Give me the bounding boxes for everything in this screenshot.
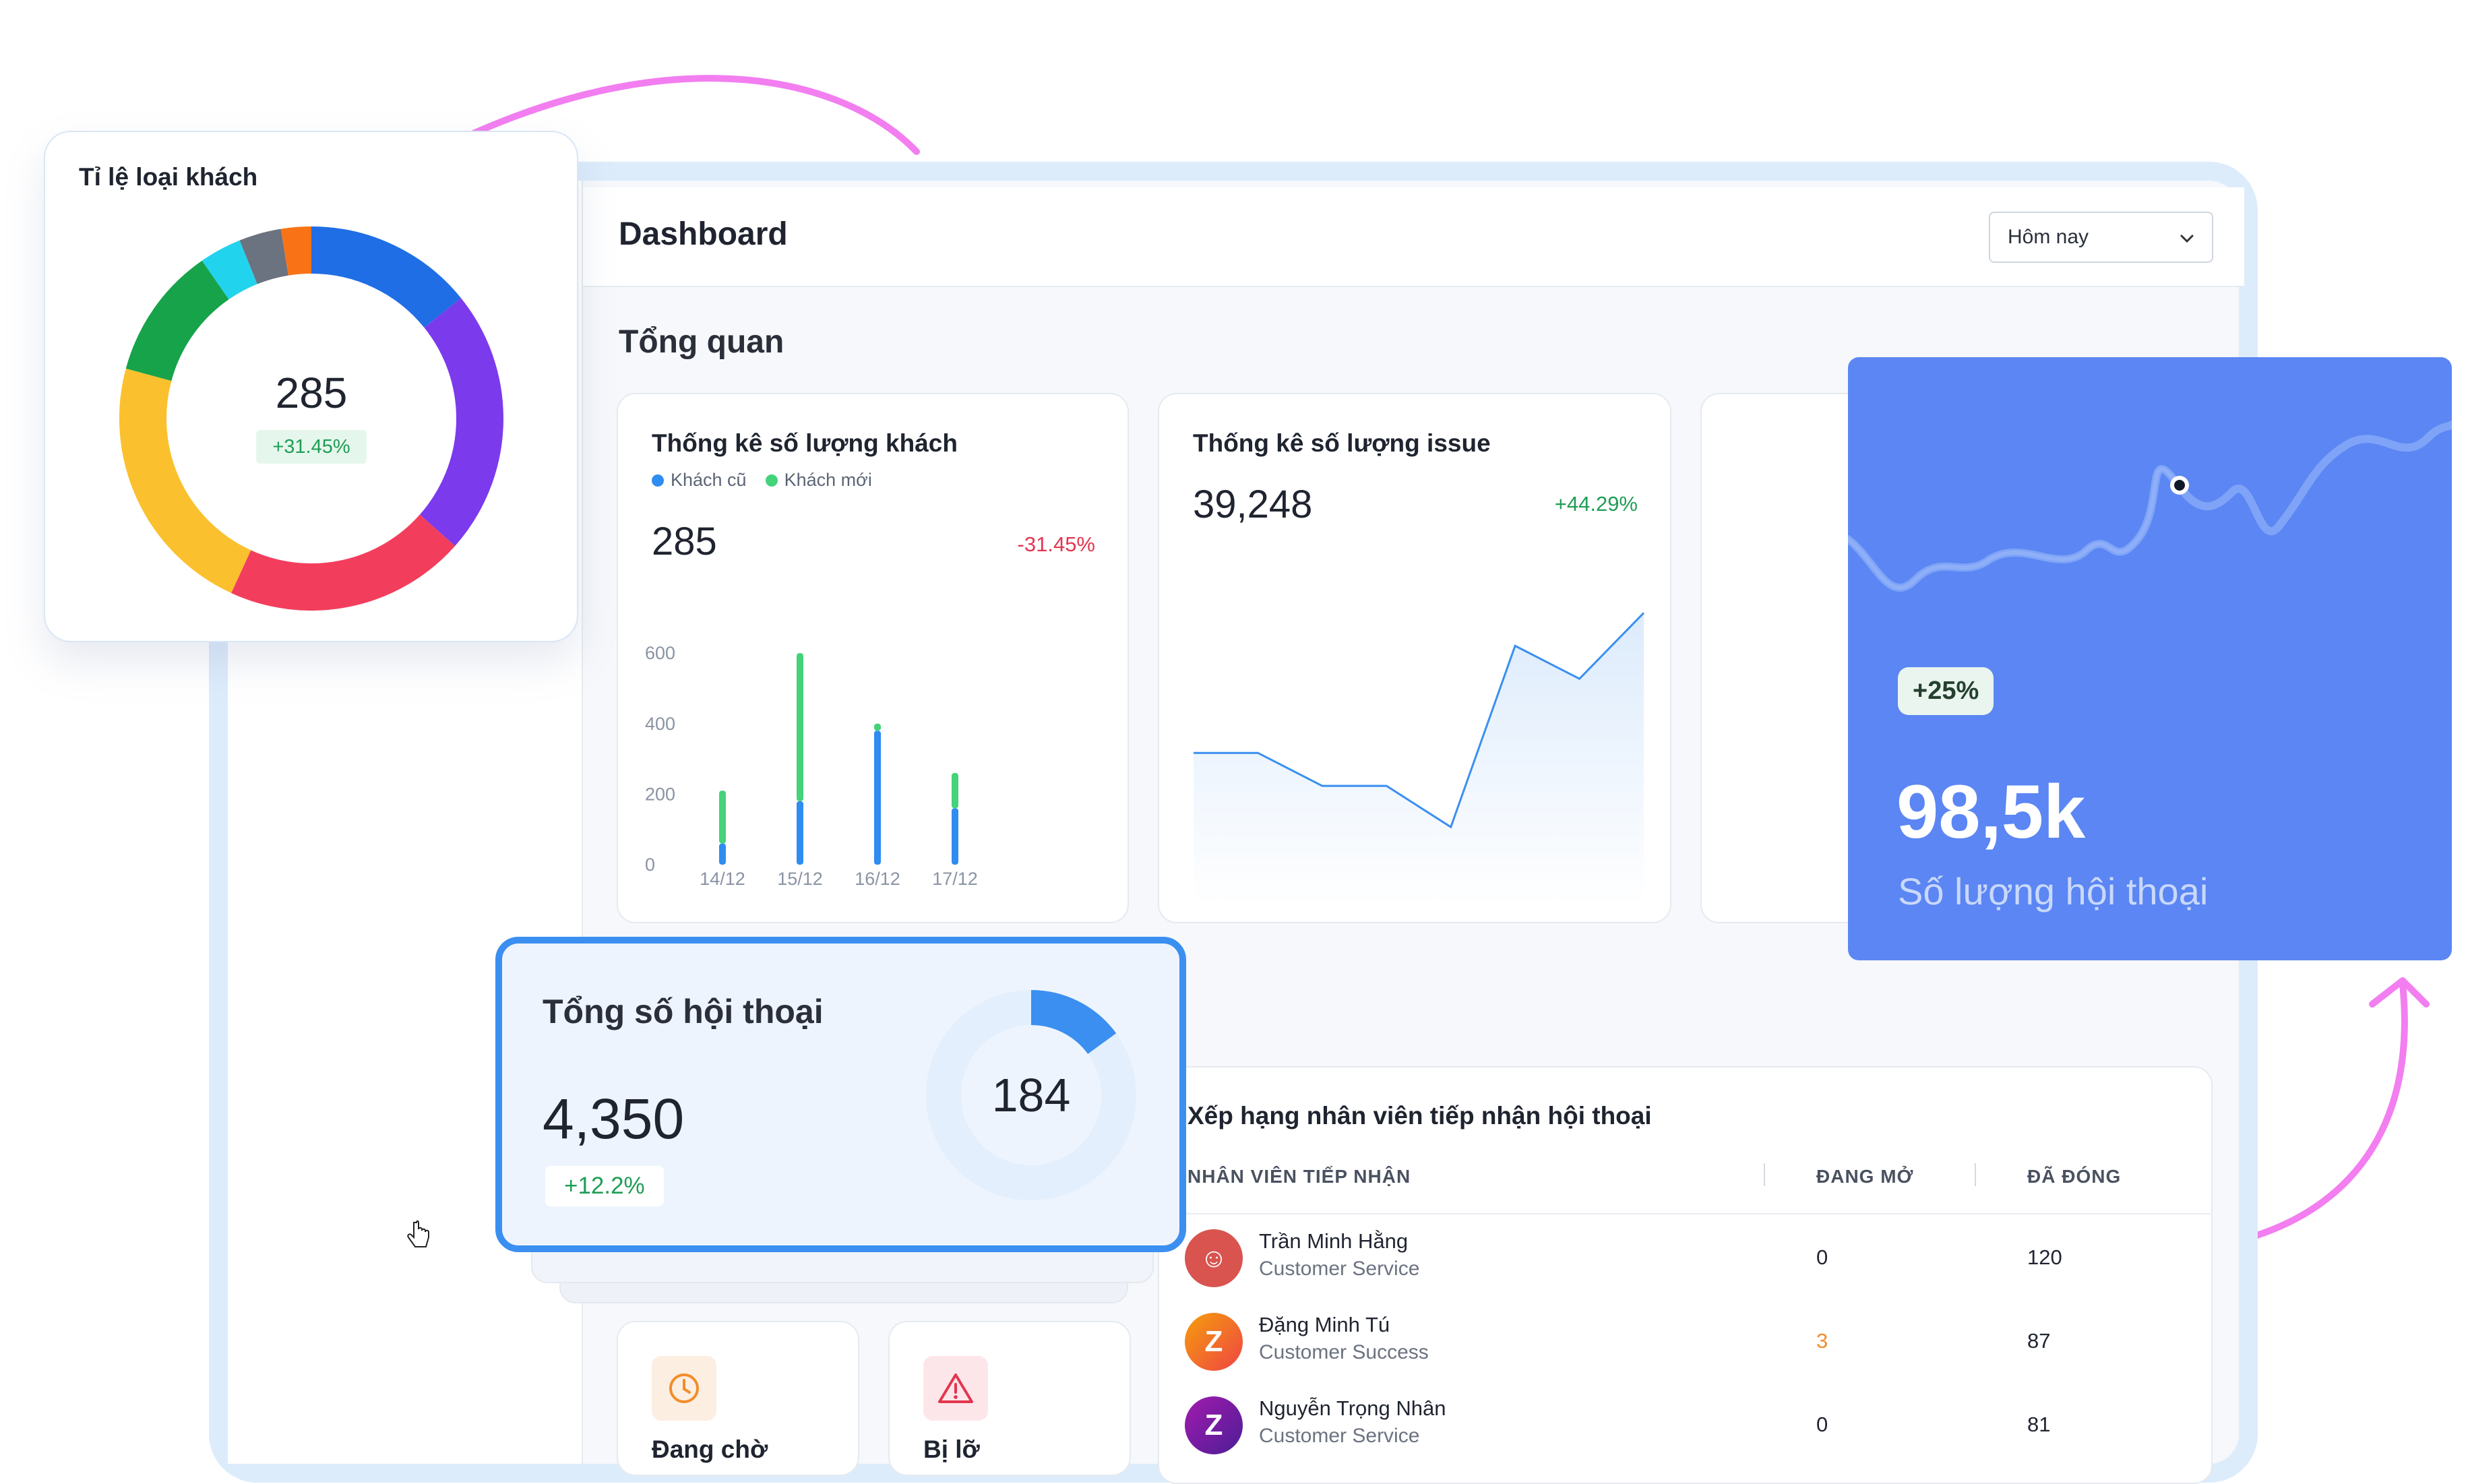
status-card-missed[interactable]: Bị lỡ [888, 1321, 1131, 1476]
conversation-total-title: Tổng số hội thoại [543, 993, 824, 1030]
customer-stats-change: -31.45% [1017, 532, 1095, 556]
agent-role: Customer Service [1259, 1425, 1420, 1447]
closed-count: 81 [2027, 1413, 2051, 1436]
customer-type-title: Tỉ lệ loại khách [79, 163, 258, 191]
conversation-count-label: Số lượng hội thoại [1898, 870, 2209, 913]
legend-item-new: Khách mới [765, 470, 872, 491]
agent-name: Trần Minh Hằng [1259, 1229, 1409, 1253]
y-tick-label: 600 [645, 643, 675, 663]
y-tick-label: 0 [645, 855, 655, 875]
y-tick-label: 400 [645, 714, 675, 734]
bar-new [797, 653, 803, 801]
col-header-open: ĐANG MỞ [1816, 1166, 1914, 1187]
agent-name: Đặng Minh Tú [1259, 1313, 1390, 1336]
customer-type-slice [419, 298, 503, 547]
agent-name: Nguyễn Trọng Nhân [1259, 1396, 1446, 1420]
bar-new [952, 773, 958, 809]
col-header-agent: NHÂN VIÊN TIẾP NHẬN [1187, 1166, 1411, 1187]
customer-type-slice [125, 260, 230, 381]
bar-old [952, 808, 958, 865]
conversation-ring-slice [1030, 990, 1117, 1055]
table-row[interactable]: Z Nguyễn Trọng Nhân Customer Service 0 8… [1185, 1394, 2196, 1458]
customer-type-slice [239, 228, 289, 284]
issue-stats-value: 39,248 [1193, 483, 1313, 526]
customer-type-donut [119, 226, 503, 611]
ranking-card [1158, 1066, 2213, 1484]
issue-stats-title: Thống kê số lượng issue [1193, 429, 1491, 457]
bar-new [719, 791, 726, 844]
conversation-total-card[interactable]: Tổng số hội thoại 4,350 +12.2% 184 [495, 937, 1186, 1252]
conversation-total-value: 4,350 [543, 1087, 685, 1150]
page-title: Dashboard [619, 216, 788, 252]
open-count: 3 [1816, 1329, 1828, 1353]
conversation-ring-chart [926, 990, 1136, 1200]
date-filter-value: Hôm nay [2008, 226, 2089, 248]
status-card-waiting[interactable]: Đang chờ [617, 1321, 859, 1476]
bar-new [874, 723, 881, 731]
conversation-count-value: 98,5k [1896, 770, 2086, 854]
issue-area-chart [1194, 612, 1644, 906]
avatar: ☺ [1185, 1229, 1243, 1287]
donut-change-badge: +31.45% [256, 430, 367, 464]
legend-item-old: Khách cũ [652, 470, 747, 491]
date-filter-select[interactable]: Hôm nay [1989, 212, 2213, 263]
table-row[interactable]: ☺ Trần Minh Hằng Customer Service 0 120 [1185, 1227, 2196, 1291]
donut-center-value: 285 [275, 369, 348, 417]
open-count: 0 [1816, 1413, 1828, 1436]
closed-count: 120 [2027, 1245, 2062, 1269]
bar-old [797, 801, 803, 865]
x-tick-label: 15/12 [777, 869, 823, 889]
y-tick-label: 200 [645, 784, 675, 804]
closed-count: 87 [2027, 1329, 2051, 1353]
col-header-closed: ĐÃ ĐÓNG [2027, 1166, 2122, 1187]
customer-type-slice [311, 226, 462, 328]
hand-cursor-icon [407, 1220, 429, 1247]
conversation-count-badge: +25% [1898, 667, 1994, 715]
customer-stats-card: Thống kê số lượng khách Khách cũ Khách m… [617, 393, 1129, 923]
area-fill [1194, 613, 1644, 906]
avatar: Z [1185, 1396, 1243, 1454]
bar-old [719, 843, 726, 865]
open-count: 0 [1816, 1245, 1828, 1269]
area-line [1194, 612, 1644, 829]
conversation-ring-slice [926, 990, 1136, 1200]
avatar: Z [1185, 1313, 1243, 1371]
status-label: Đang chờ [652, 1435, 768, 1463]
bar-old [874, 731, 881, 865]
customer-type-slice [202, 240, 258, 300]
conversation-sparkline [1848, 421, 2452, 592]
customer-type-slice [231, 514, 456, 611]
customer-bar-chart: 0 200 400 600 14/12 15/12 16/12 17/12 [645, 643, 978, 889]
x-tick-label: 17/12 [932, 869, 978, 889]
overview-heading: Tổng quan [619, 324, 784, 360]
ranking-title: Xếp hạng nhân viên tiếp nhận hội thoại [1187, 1102, 1652, 1130]
top-bar [583, 187, 2244, 287]
warning-icon [923, 1356, 988, 1421]
customer-type-slice [119, 368, 251, 593]
issue-stats-change: +44.29% [1554, 492, 1638, 516]
ring-center-value: 184 [991, 1069, 1071, 1121]
issue-stats-card: Thống kê số lượng issue 39,248 +44.29% [1158, 393, 1671, 923]
conversation-total-change: +12.2% [545, 1166, 664, 1206]
conversation-count-panel: +25% 98,5k Số lượng hội thoại [1848, 357, 2452, 960]
agent-role: Customer Service [1259, 1258, 1420, 1280]
x-tick-label: 14/12 [700, 869, 745, 889]
agent-role: Customer Success [1259, 1341, 1429, 1363]
customer-type-slice [280, 226, 312, 276]
customer-stats-value: 285 [652, 520, 717, 563]
table-row[interactable]: Z Đặng Minh Tú Customer Success 3 87 [1185, 1310, 2196, 1375]
customer-type-card: Tỉ lệ loại khách 285 +31.45% [44, 131, 578, 642]
status-label: Bị lỡ [923, 1435, 980, 1463]
customer-stats-title: Thống kê số lượng khách [652, 429, 958, 457]
x-tick-label: 16/12 [855, 869, 900, 889]
clock-icon [652, 1356, 716, 1421]
chevron-down-icon [2180, 226, 2194, 249]
